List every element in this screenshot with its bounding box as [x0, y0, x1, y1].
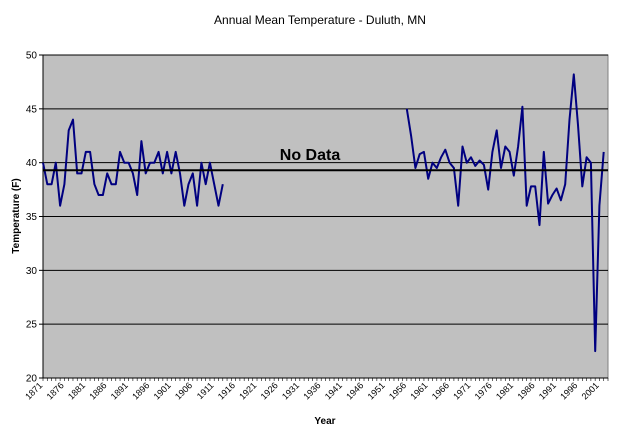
x-tick-label: 1941	[323, 380, 344, 401]
y-tick-label: 40	[26, 158, 38, 169]
no-data-annotation: No Data	[280, 147, 341, 164]
x-tick-label: 1931	[280, 380, 301, 401]
x-tick-label: 1936	[301, 380, 322, 401]
x-tick-label: 1956	[387, 380, 408, 401]
x-tick-label: 1891	[109, 380, 130, 401]
y-axis-title: Temperature (F)	[11, 178, 22, 253]
y-tick-label: 30	[26, 266, 38, 277]
x-tick-label: 1961	[408, 380, 429, 401]
y-tick-label: 25	[26, 320, 38, 331]
x-tick-label: 1951	[366, 380, 387, 401]
y-axis-ticks: 20 25 30 35 40 45 50	[26, 51, 43, 385]
x-tick-label: 1926	[259, 380, 280, 401]
y-tick-label: 50	[26, 51, 38, 62]
x-tick-label: 1921	[237, 380, 258, 401]
x-tick-label: 1986	[515, 380, 536, 401]
x-tick-label: 1896	[130, 380, 151, 401]
y-tick-label: 35	[26, 212, 38, 223]
x-tick-label: 1881	[66, 380, 87, 401]
x-tick-label: 1876	[45, 380, 66, 401]
x-tick-label: 1996	[558, 380, 579, 401]
x-tick-label: 1946	[344, 380, 365, 401]
x-axis-title: Year	[314, 416, 335, 427]
x-tick-label: 1886	[87, 380, 108, 401]
y-tick-label: 45	[26, 104, 38, 115]
gridlines	[43, 54, 608, 325]
chart-title: Annual Mean Temperature - Duluth, MN	[214, 13, 426, 27]
x-tick-label: 1911	[195, 380, 216, 401]
x-tick-label: 2001	[580, 380, 601, 401]
x-tick-label: 1976	[473, 380, 494, 401]
x-tick-label: 1981	[494, 380, 515, 401]
x-tick-label: 1966	[430, 380, 451, 401]
series-group	[42, 73, 605, 353]
x-tick-label: 1991	[537, 380, 558, 401]
y-tick-label: 20	[26, 374, 38, 385]
series-line	[405, 73, 605, 353]
x-tick-label: 1901	[152, 380, 173, 401]
x-tick-label: 1916	[216, 380, 237, 401]
series-line	[42, 118, 224, 207]
x-tick-label: 1971	[451, 380, 472, 401]
x-tick-label: 1906	[173, 380, 194, 401]
